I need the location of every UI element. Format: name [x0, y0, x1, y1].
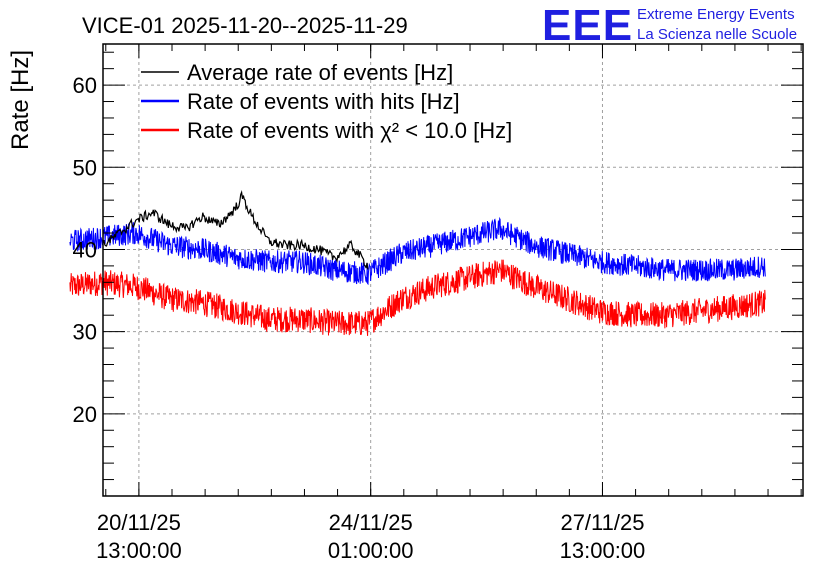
- y-tick-label: 40: [73, 237, 97, 262]
- plot-frame: [102, 43, 804, 497]
- series-line-1: [69, 216, 766, 286]
- data-series: [69, 190, 766, 336]
- grid: [103, 44, 803, 496]
- legend-label-0: Average rate of events [Hz]: [187, 60, 453, 85]
- logo-line-2: La Scienza nelle Scuole: [637, 26, 797, 43]
- x-tick-time: 13:00:00: [96, 538, 182, 563]
- x-tick-date: 20/11/25: [97, 510, 181, 535]
- logo-line-1: Extreme Energy Events: [637, 6, 795, 23]
- y-tick-label: 60: [73, 73, 97, 98]
- axis-ticks: [103, 44, 803, 496]
- eee-logo-mark: EEE: [542, 1, 633, 50]
- legend-label-1: Rate of events with hits [Hz]: [187, 89, 460, 114]
- chart-title: VICE-01 2025-11-20--2025-11-29: [82, 13, 408, 38]
- tick-labels: 20 30 40 50 60 20/11/25 13:00:00 24/11/25 01:00:…: [73, 73, 646, 563]
- legend-label-2: Rate of events with χ² < 10.0 [Hz]: [187, 118, 512, 143]
- y-tick-label: 30: [73, 320, 97, 345]
- x-tick-date: 27/11/25: [560, 510, 644, 535]
- series-line-2: [69, 259, 766, 336]
- x-tick-date: 24/11/25: [329, 510, 413, 535]
- eee-logo: EEE Extreme Energy Events La Scienza nel…: [542, 1, 797, 50]
- x-tick-time: 13:00:00: [560, 538, 646, 563]
- y-axis-label: Rate [Hz]: [7, 50, 34, 150]
- series-line-0: [102, 190, 369, 270]
- x-tick-time: 01:00:00: [328, 538, 414, 563]
- y-tick-label: 20: [73, 402, 97, 427]
- legend: Average rate of events [Hz] Rate of event…: [141, 60, 512, 143]
- plot-border: [102, 43, 804, 497]
- y-tick-label: 50: [73, 155, 97, 180]
